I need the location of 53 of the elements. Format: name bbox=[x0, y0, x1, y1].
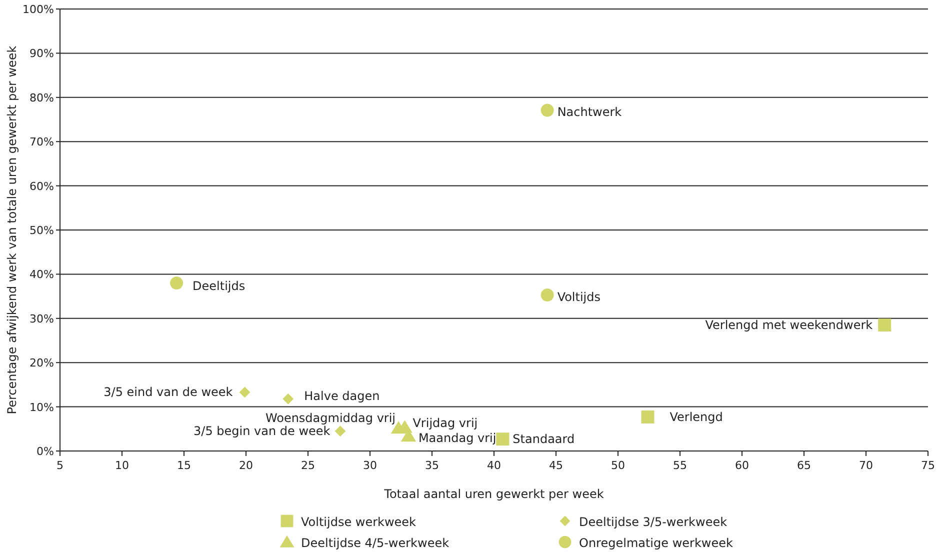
y-tick-label: 30% bbox=[30, 312, 54, 326]
point bbox=[540, 104, 554, 117]
annotation: Maandag vrij bbox=[418, 430, 496, 445]
point bbox=[334, 426, 346, 437]
legend-label: Onregelmatige werkweek bbox=[579, 536, 733, 550]
annotation: Voltijds bbox=[557, 290, 601, 304]
point bbox=[239, 386, 250, 398]
x-tick-label: 75 bbox=[921, 459, 935, 472]
legend-label: Deeltijdse 4/5-werkweek bbox=[301, 536, 450, 550]
y-tick-label: 90% bbox=[30, 47, 54, 60]
annotation: Nachtwerk bbox=[557, 105, 622, 120]
y-tick-label: 10% bbox=[30, 400, 54, 414]
y-axis-title: Percentage afwijkend werk van totale uren gewerkt per week bbox=[5, 46, 19, 414]
annotation: Verlengd bbox=[670, 410, 723, 424]
y-tick-label: 60% bbox=[30, 180, 54, 193]
y-tick-label: 100% bbox=[22, 3, 54, 16]
annotation: 3/5 eind van de week bbox=[104, 385, 233, 400]
y-tick-label: 80% bbox=[30, 91, 54, 104]
x-tick-label: 15 bbox=[177, 459, 191, 472]
y-tick-label: 70% bbox=[30, 136, 54, 149]
y-tick-label: 50% bbox=[30, 224, 54, 237]
x-tick-label: 5 bbox=[56, 459, 64, 472]
x-tick-label: 50 bbox=[611, 459, 625, 472]
annotation: Verlengd met weekendwerk bbox=[705, 318, 873, 332]
x-tick-label: 65 bbox=[797, 459, 811, 472]
x-axis-title: Totaal aantal uren gewerkt per week bbox=[383, 487, 604, 501]
point bbox=[282, 393, 294, 404]
annotation: Deeltijds bbox=[192, 279, 246, 294]
point bbox=[878, 318, 892, 332]
x-tick-label: 70 bbox=[859, 459, 873, 472]
annotation: Standaard bbox=[512, 432, 575, 446]
x-tick-label: 40 bbox=[487, 459, 501, 472]
annotation: Halve dagen bbox=[304, 388, 380, 403]
x-tick-label: 35 bbox=[425, 459, 439, 472]
point bbox=[170, 276, 184, 290]
x-tick-label: 10 bbox=[115, 459, 129, 472]
point bbox=[496, 432, 510, 446]
x-tick-label: 45 bbox=[549, 459, 563, 472]
x-tick-label: 55 bbox=[673, 459, 687, 472]
x-tick-label: 20 bbox=[239, 459, 253, 472]
x-tick-label: 25 bbox=[301, 459, 315, 472]
annotation: Vrijdag vrij bbox=[412, 416, 478, 430]
annotation: Woensdagmiddag vrij bbox=[265, 411, 396, 426]
y-tick-label: 40% bbox=[30, 268, 54, 282]
x-tick-label: 30 bbox=[363, 459, 377, 472]
point bbox=[540, 288, 554, 302]
y-tick-label: 0% bbox=[36, 445, 54, 458]
x-tick-label: 60 bbox=[735, 459, 749, 472]
point bbox=[641, 410, 654, 424]
legend-label: Deeltijdse 3/5-werkweek bbox=[579, 515, 728, 529]
y-tick-label: 20% bbox=[30, 356, 54, 370]
annotation: 3/5 begin van de week bbox=[194, 424, 330, 438]
legend-label: Voltijdse werkweek bbox=[301, 515, 416, 529]
